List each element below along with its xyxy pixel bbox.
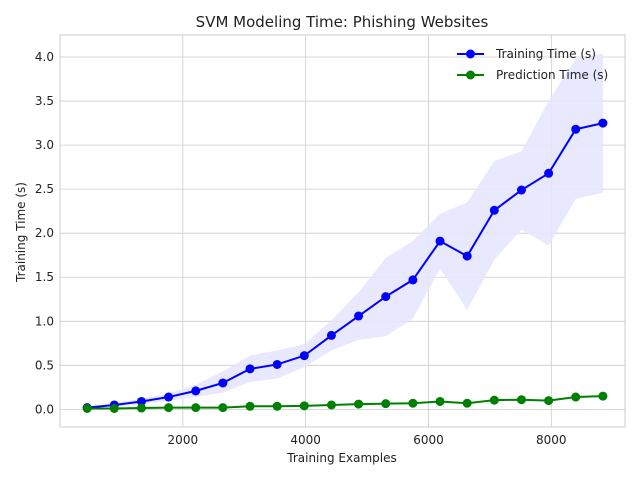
data-point <box>408 398 418 408</box>
data-point <box>299 401 309 411</box>
data-point <box>218 403 228 413</box>
data-point <box>435 396 445 406</box>
y-tick-label: 3.5 <box>35 94 54 108</box>
data-point <box>164 403 174 413</box>
data-point <box>571 124 581 134</box>
data-point <box>354 311 364 321</box>
data-point <box>272 359 282 369</box>
y-tick-label: 2.5 <box>35 182 54 196</box>
data-point <box>544 168 554 178</box>
legend-marker <box>466 70 475 80</box>
x-tick-label: 2000 <box>168 433 199 447</box>
data-point <box>462 251 472 261</box>
data-point <box>191 403 201 413</box>
y-tick-label: 3.0 <box>35 138 54 152</box>
data-point <box>136 396 146 406</box>
data-point <box>598 118 608 128</box>
data-point <box>272 401 282 411</box>
series-line <box>87 122 604 409</box>
confidence-band <box>87 53 603 409</box>
y-tick-label: 0.0 <box>35 402 54 416</box>
data-point <box>245 401 255 411</box>
legend: Training Time (s) Prediction Time (s) <box>457 47 608 82</box>
data-point <box>218 378 228 388</box>
data-point <box>326 400 336 410</box>
legend-marker <box>466 49 475 59</box>
data-point <box>82 404 92 414</box>
data-point <box>435 236 445 246</box>
data-point <box>489 395 499 405</box>
data-point <box>408 275 418 285</box>
data-point <box>462 398 472 408</box>
data-point <box>516 185 526 195</box>
x-axis-label: Training Examples <box>286 451 396 465</box>
data-point <box>489 205 499 215</box>
y-tick-label: 4.0 <box>35 50 54 64</box>
data-point <box>354 399 364 409</box>
data-point <box>598 391 608 401</box>
data-point <box>544 396 554 406</box>
data-point <box>326 330 336 340</box>
x-tick-label: 8000 <box>536 433 567 447</box>
data-point <box>245 364 255 374</box>
data-point <box>299 351 309 361</box>
legend-label: Prediction Time (s) <box>496 68 608 82</box>
data-point <box>136 403 146 413</box>
series-line <box>87 395 603 410</box>
y-tick-label: 1.5 <box>35 270 54 284</box>
y-axis-label: Training Time (s) <box>14 182 28 283</box>
x-tick-label: 6000 <box>413 433 444 447</box>
data-point <box>109 404 119 414</box>
data-point <box>381 399 391 409</box>
legend-label: Training Time (s) <box>495 47 596 61</box>
plot-area: 2000 4000 6000 8000 0.0 0.5 1.0 1.5 2.0 2.5 3.0 3.5… <box>35 34 626 447</box>
y-tick-label: 2.0 <box>35 226 54 240</box>
x-tick-label: 4000 <box>290 433 321 447</box>
chart-title: SVM Modeling Time: Phishing Websites <box>196 13 489 31</box>
y-tick-label: 1.0 <box>35 314 54 328</box>
data-point <box>381 292 391 302</box>
plot-frame <box>59 34 626 428</box>
data-point <box>191 386 201 396</box>
data-point <box>571 392 581 402</box>
y-tick-label: 0.5 <box>35 358 54 372</box>
data-point <box>164 392 174 402</box>
data-point <box>516 395 526 405</box>
